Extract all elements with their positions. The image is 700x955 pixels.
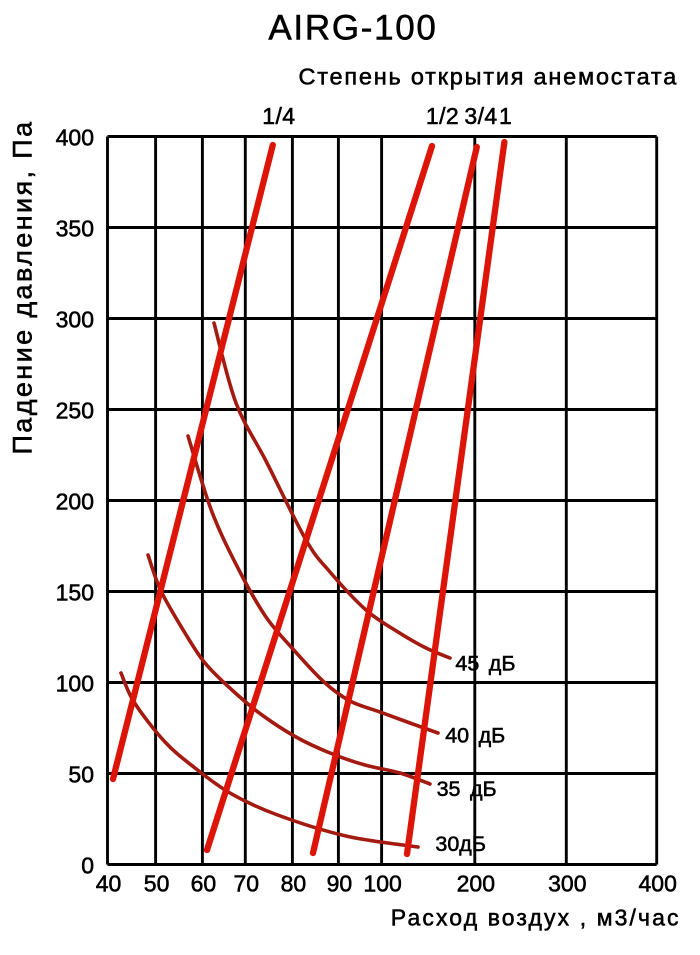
svg-text:AIRG-100: AIRG-100 — [268, 9, 437, 48]
svg-text:40 дБ: 40 дБ — [445, 724, 505, 748]
svg-text:0: 0 — [81, 853, 94, 879]
svg-text:350: 350 — [56, 216, 94, 242]
svg-text:300: 300 — [548, 871, 586, 897]
svg-text:300: 300 — [56, 307, 94, 333]
svg-text:35 дБ: 35 дБ — [437, 777, 497, 801]
svg-text:400: 400 — [56, 125, 94, 151]
svg-text:400: 400 — [639, 871, 677, 897]
svg-text:45 дБ: 45 дБ — [455, 652, 515, 676]
svg-text:Падение давления, Па: Падение давления, Па — [8, 119, 38, 454]
svg-text:1/4: 1/4 — [262, 103, 295, 129]
svg-text:1: 1 — [499, 103, 512, 129]
svg-text:3/4: 3/4 — [464, 103, 497, 129]
svg-text:250: 250 — [56, 398, 94, 424]
svg-text:50: 50 — [144, 871, 170, 897]
svg-text:80: 80 — [281, 871, 307, 897]
svg-text:100: 100 — [363, 871, 401, 897]
svg-text:70: 70 — [234, 871, 260, 897]
svg-text:60: 60 — [191, 871, 217, 897]
svg-text:30дБ: 30дБ — [435, 832, 486, 856]
svg-text:Степень открытия анемостата: Степень открытия анемостата — [299, 64, 679, 90]
svg-text:200: 200 — [56, 489, 94, 515]
svg-text:Расход воздух , м3/час: Расход воздух , м3/час — [391, 904, 681, 930]
svg-text:40: 40 — [96, 871, 122, 897]
svg-text:90: 90 — [327, 871, 353, 897]
svg-text:1/2: 1/2 — [426, 103, 459, 129]
svg-text:200: 200 — [457, 871, 495, 897]
svg-text:100: 100 — [56, 671, 94, 697]
svg-text:150: 150 — [56, 580, 94, 606]
svg-text:50: 50 — [68, 762, 94, 788]
